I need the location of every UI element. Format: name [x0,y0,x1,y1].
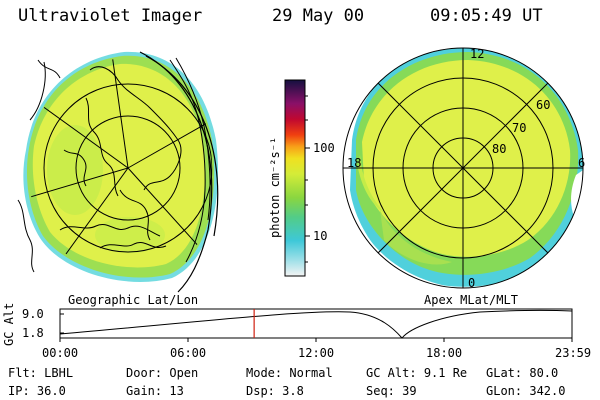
time-tick-0600: 06:00 [170,346,207,360]
info-gain-value: 13 [169,384,184,398]
info-dsp: Dsp: 3.8 [246,384,304,398]
info-door-value: Open [169,366,199,380]
info-gain-label: Gain: [126,384,163,398]
altitude-curve [59,309,573,339]
time-label: 09:05:49 UT [430,6,543,26]
colorbar-tick-10: 10 [313,229,328,243]
info-flt: Flt: LBHL [8,366,73,380]
mlt-label-0: 0 [468,276,476,290]
info-gcalt-value: 9.1 Re [423,366,468,380]
time-tick-1800: 18:00 [426,346,463,360]
colorbar-scale [284,79,306,277]
right-map-caption: Apex MLat/MLT [424,293,518,307]
info-mode-label: Mode: [246,366,283,380]
time-tick-0000: 00:00 [42,346,79,360]
info-ip: IP: 36.0 [8,384,66,398]
info-gain: Gain: 13 [126,384,184,398]
aurora-patch [47,125,103,215]
info-door-label: Door: [126,366,163,380]
info-dsp-value: 3.8 [282,384,304,398]
info-mode-value: Normal [289,366,333,380]
info-glon-label: GLon: [486,384,523,398]
aurora-main [32,63,205,268]
altitude-ytick-low: 1.8 [22,326,44,340]
info-glon: GLon: 342.0 [486,384,565,398]
date-label: 29 May 00 [272,6,365,26]
mlat-label-80: 80 [492,142,507,156]
mlt-label-12: 12 [470,47,485,61]
altitude-ylabel: GC Alt [2,302,16,346]
mlt-label-18: 18 [347,156,362,170]
info-glat-label: GLat: [486,366,523,380]
geographic-map [17,51,219,293]
altitude-ytick-high: 9.0 [22,307,44,321]
info-gcalt: GC Alt: 9.1 Re [366,366,467,380]
info-flt-value: LBHL [44,366,74,380]
info-flt-label: Flt: [8,366,37,380]
info-mode: Mode: Normal [246,366,333,380]
info-dsp-label: Dsp: [246,384,275,398]
altitude-plot [59,308,573,342]
info-glat: GLat: 80.0 [486,366,558,380]
info-seq-label: Seq: [366,384,395,398]
info-seq-value: 39 [402,384,417,398]
info-seq: Seq: 39 [366,384,417,398]
info-glon-value: 342.0 [529,384,566,398]
info-gcalt-label: GC Alt: [366,366,417,380]
altitude-plot-frame [59,308,573,339]
mlt-label-6: 6 [578,156,586,170]
info-ip-label: IP: [8,384,30,398]
colorbar [284,79,310,277]
left-map-caption: Geographic Lat/Lon [68,293,199,307]
info-glat-value: 80.0 [529,366,559,380]
info-ip-value: 36.0 [36,384,66,398]
mlat-label-70: 70 [512,121,527,135]
time-tick-1200: 12:00 [298,346,335,360]
magnetic-map [342,47,584,289]
info-door: Door: Open [126,366,198,380]
time-tick-2359: 23:59 [555,346,592,360]
mlat-label-60: 60 [536,98,551,112]
colorbar-axis-label: photon cm⁻²s⁻¹ [268,136,282,238]
instrument-title: Ultraviolet Imager [18,6,203,26]
colorbar-tick-100: 100 [313,141,335,155]
